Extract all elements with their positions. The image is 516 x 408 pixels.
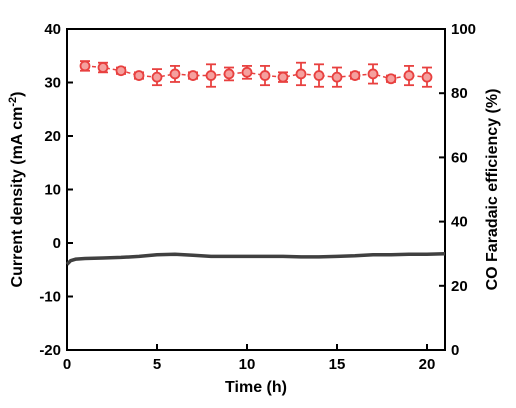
- faradaic-efficiency-point: [367, 63, 379, 85]
- right-y-tick-label: 80: [451, 85, 468, 102]
- left-y-axis-title-close: ): [9, 92, 26, 97]
- left-y-axis-title-superscript: -2: [7, 97, 19, 107]
- left-y-tick-label: 20: [44, 128, 61, 145]
- series-layer: [65, 60, 446, 266]
- data-marker: [367, 68, 379, 80]
- faradaic-efficiency-point: [259, 65, 271, 87]
- faradaic-efficiency-point: [295, 61, 307, 87]
- faradaic-efficiency-point: [169, 65, 181, 83]
- data-marker: [259, 70, 271, 81]
- x-axis-title: Time (h): [225, 379, 287, 396]
- current-density-line: [65, 251, 446, 266]
- left-y-tick-label: 30: [44, 75, 61, 92]
- faradaic-efficiency-point: [385, 73, 397, 85]
- right-y-tick-label: 20: [451, 278, 468, 295]
- data-marker: [277, 71, 289, 83]
- data-marker: [385, 73, 397, 85]
- data-marker: [97, 62, 109, 73]
- data-marker: [349, 70, 361, 81]
- faradaic-efficiency-point: [79, 60, 91, 72]
- faradaic-efficiency-point: [187, 70, 199, 81]
- faradaic-efficiency-point: [313, 63, 325, 88]
- faradaic-efficiency-point: [277, 71, 289, 83]
- right-y-tick-label: 0: [451, 342, 459, 359]
- data-marker: [295, 68, 307, 80]
- right-y-axis-title: CO Faradaic efficiency (%): [484, 89, 501, 291]
- left-y-tick-label: 0: [53, 235, 61, 252]
- left-y-axis-title-main: Current density (mA cm: [9, 107, 26, 288]
- faradaic-efficiency-point: [151, 68, 163, 87]
- data-marker: [421, 71, 433, 83]
- data-marker: [187, 70, 199, 81]
- left-y-axis-ticks: 40 30 20 10 0 -10 -20: [39, 21, 73, 359]
- left-y-tick-label: -20: [39, 342, 61, 359]
- right-y-tick-label: 60: [451, 149, 468, 166]
- data-marker: [223, 68, 235, 80]
- data-marker: [169, 68, 181, 80]
- x-axis-ticks: 0 5 10 15 20: [63, 344, 436, 373]
- data-marker: [403, 70, 415, 81]
- faradaic-efficiency-point: [133, 70, 145, 81]
- faradaic-efficiency-point: [223, 66, 235, 82]
- data-marker: [151, 71, 163, 83]
- left-y-tick-label: 10: [44, 182, 61, 199]
- data-marker: [133, 70, 145, 81]
- faradaic-efficiency-point: [331, 66, 343, 88]
- data-marker: [241, 66, 253, 78]
- faradaic-efficiency-point: [205, 63, 217, 88]
- left-y-axis-title: Current density (mA cm-2): [7, 92, 26, 288]
- faradaic-efficiency-point: [403, 65, 415, 87]
- right-y-axis-ticks: 100 80 60 40 20 0: [439, 21, 476, 359]
- left-y-tick-label: 40: [44, 21, 61, 38]
- x-tick-label: 0: [63, 356, 71, 373]
- x-tick-label: 15: [329, 356, 346, 373]
- left-y-tick-label: -10: [39, 289, 61, 306]
- faradaic-efficiency-point: [349, 70, 361, 81]
- data-marker: [331, 71, 343, 83]
- data-marker: [205, 70, 217, 81]
- x-tick-label: 10: [239, 356, 256, 373]
- faradaic-efficiency-point: [421, 66, 433, 88]
- data-marker: [79, 60, 91, 72]
- right-y-tick-label: 40: [451, 214, 468, 231]
- faradaic-efficiency-point: [97, 61, 109, 74]
- data-marker: [115, 65, 127, 77]
- data-marker: [313, 70, 325, 81]
- faradaic-efficiency-point: [241, 65, 253, 80]
- x-tick-label: 5: [153, 356, 161, 373]
- faradaic-efficiency-point: [115, 65, 127, 77]
- right-y-tick-label: 100: [451, 21, 476, 38]
- x-tick-label: 20: [419, 356, 436, 373]
